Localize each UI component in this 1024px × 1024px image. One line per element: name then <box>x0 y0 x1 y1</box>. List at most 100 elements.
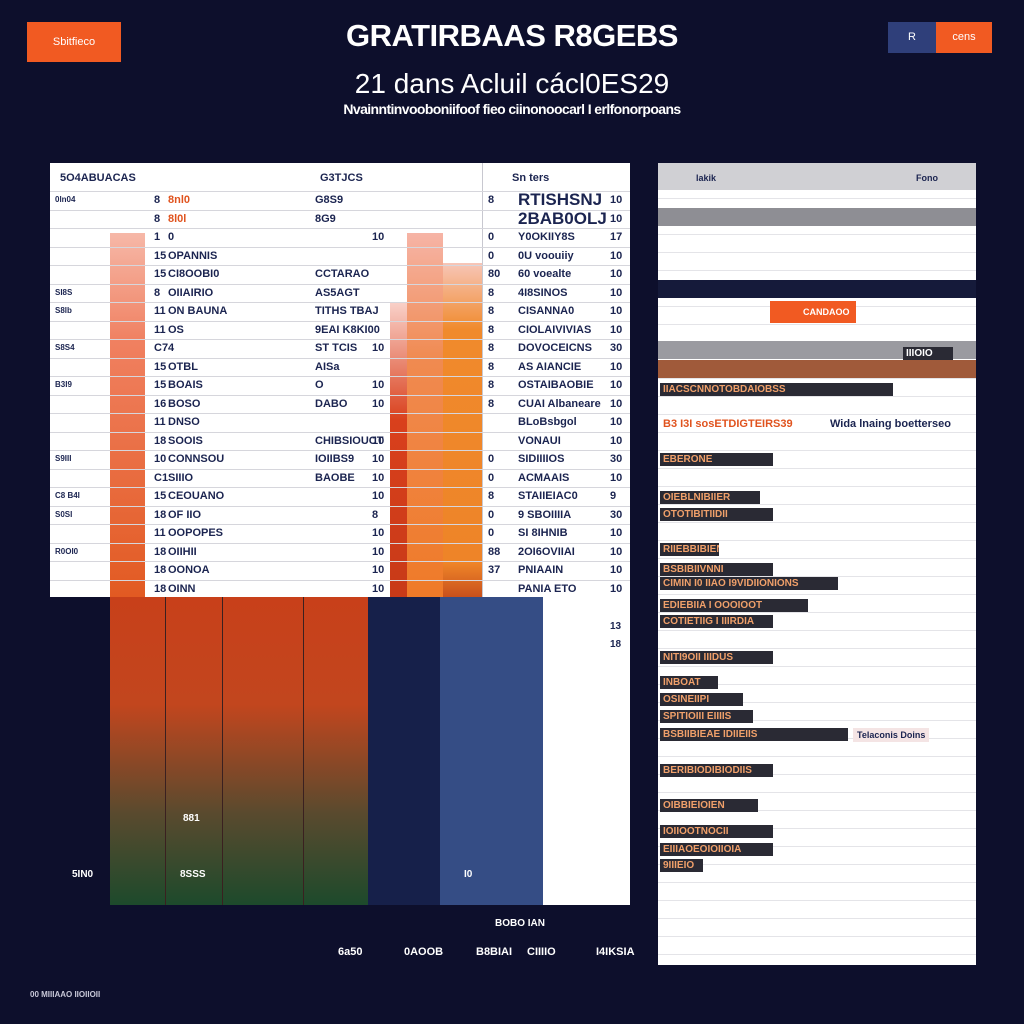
row-code: 8 <box>488 305 495 317</box>
side-note: Wida lnaing boetterseo <box>830 418 951 430</box>
row-value: 10 <box>372 545 385 558</box>
side-button[interactable] <box>770 301 856 323</box>
row-center: 8G9 <box>315 212 336 225</box>
row-num: 11 <box>154 416 166 428</box>
row-code: 0 <box>488 453 495 465</box>
row-text: SIDIIIIOS <box>518 453 565 465</box>
row-text: PANIA ETO <box>518 582 577 595</box>
color-band <box>407 233 443 597</box>
row-num: 16 <box>154 397 167 410</box>
button-icon[interactable]: R <box>888 22 936 53</box>
row-code: 8 <box>488 323 495 336</box>
row-code: 8 <box>488 490 495 502</box>
side-row: BSBIIBIEAE IDIIEIIS <box>660 728 848 741</box>
row-label: SI8S <box>55 287 73 297</box>
row-line <box>50 487 630 488</box>
row-num: C7 <box>154 342 169 354</box>
row-line <box>50 413 630 414</box>
row-num: 15 <box>154 249 167 262</box>
row-code: 0 <box>488 471 495 484</box>
row-label: C8 B4I <box>55 491 80 500</box>
row-name: BOSO <box>168 397 201 410</box>
divider <box>165 597 166 905</box>
row-end: 10 <box>610 527 623 539</box>
band <box>658 208 976 226</box>
row-num: 18 <box>154 564 167 576</box>
row-code: 8 <box>488 286 495 299</box>
lower-label: 8SSS <box>180 869 206 880</box>
band <box>658 280 976 298</box>
row-line <box>50 357 630 359</box>
side-note: Telaconis Doins <box>853 728 930 742</box>
color-band <box>110 233 145 597</box>
row-code: 88 <box>488 545 501 558</box>
row-label: S8lb <box>55 306 72 315</box>
row-name: BOAIS <box>168 379 203 391</box>
row-num: 18 <box>154 582 167 595</box>
row-value: 10 <box>372 379 385 391</box>
footer-note: 00 MIIIAAO IIOIIOII <box>30 990 101 999</box>
row-name: DNSO <box>168 416 200 428</box>
row-num: 18 <box>154 508 167 521</box>
side-row: 9IIIEIO <box>660 859 703 872</box>
side-row: RIIEBBIBIEN <box>660 543 719 556</box>
badge: Sbitfieco <box>27 22 121 62</box>
row-end: 9 <box>610 490 617 502</box>
row-num: 15 <box>154 379 167 391</box>
row-text: SI 8IHNIB <box>518 527 568 539</box>
row-text: AS AIANCIE <box>518 360 582 373</box>
row-center: O <box>315 379 324 391</box>
row-end: 10 <box>610 194 623 206</box>
subtitle: 21 dans Acluil cácl0ES29 <box>354 68 670 99</box>
row-name: OOPOPES <box>168 527 224 539</box>
side-row: OIEBLNIBIIER <box>660 491 760 504</box>
row-line <box>50 561 630 562</box>
row-name: 0 <box>168 231 175 243</box>
row-end: 10 <box>610 305 623 317</box>
color-band <box>443 263 483 597</box>
button-label[interactable]: cens <box>936 22 992 53</box>
row-end: 10 <box>610 397 623 410</box>
row-center: AISa <box>315 360 340 373</box>
row-name: 8l0l <box>168 212 187 225</box>
row-text: 4I8SINOS <box>518 286 568 299</box>
row-end: 10 <box>610 268 623 280</box>
tag: IIIOIO <box>903 347 953 360</box>
lower-block <box>440 597 543 905</box>
row-code: 0 <box>488 508 495 521</box>
row-line <box>50 283 630 285</box>
row-value: 10 <box>372 231 385 243</box>
footer-label: 0AOOB <box>404 946 444 958</box>
row-label: S8S4 <box>55 343 75 352</box>
row-center: G8S9 <box>315 194 344 206</box>
action-button[interactable]: R cens <box>888 22 992 53</box>
row-name: SOOIS <box>168 434 203 447</box>
row-text: 2OI6OVIIAI <box>518 545 575 558</box>
row-value: 10 <box>372 471 385 484</box>
row-num: 8 <box>154 212 161 225</box>
row-num: 11 <box>154 323 166 336</box>
row-text: Y0OKIIY8S <box>518 231 575 243</box>
side-row: EBERONE <box>660 453 773 466</box>
row-num: C1 <box>154 471 169 484</box>
row-name: OONOA <box>168 564 210 576</box>
divider <box>303 597 304 905</box>
row-label: 0ln04 <box>55 195 76 204</box>
row-line <box>50 505 630 507</box>
row-code: 8 <box>488 379 495 391</box>
footer-label: I4IKSIA <box>596 946 635 958</box>
side-row: OTOTIBITIIDII <box>660 508 773 521</box>
row-num: 11 <box>154 527 166 539</box>
row-end: 30 <box>610 342 623 354</box>
row-text: DOVOCEICNS <box>518 342 592 354</box>
row-text: CISANNA0 <box>518 305 575 317</box>
row-end: 10 <box>610 545 623 558</box>
lower-block <box>368 597 440 905</box>
side-row: NITI9OII IIIDUS <box>660 651 773 664</box>
footer-label: 6a50 <box>338 946 363 958</box>
row-center: ST TCIS <box>315 342 358 354</box>
row-num: 11 <box>154 305 166 317</box>
side-row: INBOAT <box>660 676 718 689</box>
row-num: 8 <box>154 286 161 299</box>
